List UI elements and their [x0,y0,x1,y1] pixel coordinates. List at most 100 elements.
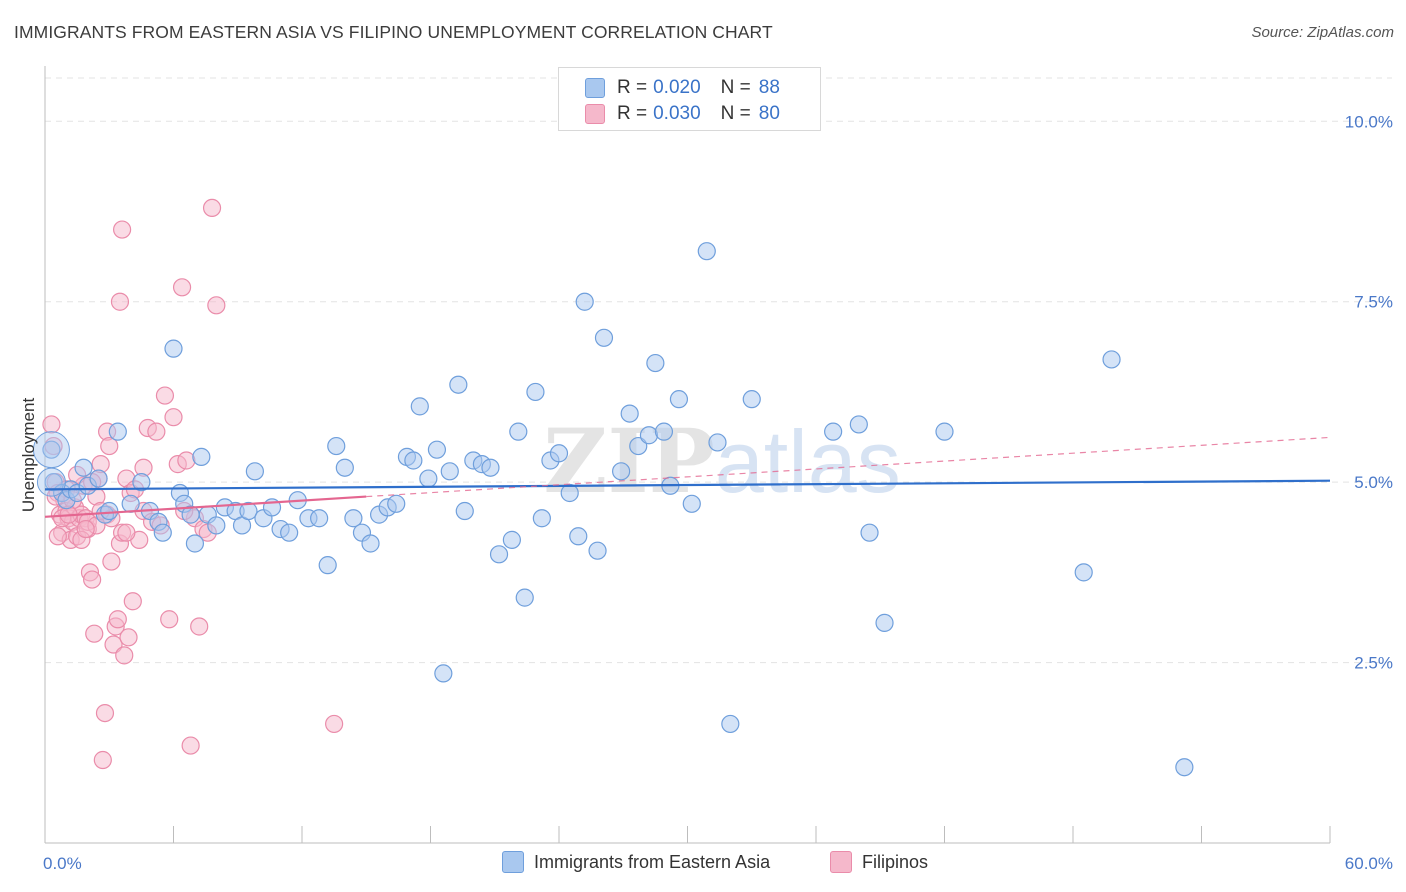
eastern-asia-point [440,462,459,481]
filipinos-point [160,610,179,629]
filipinos-point [207,296,226,315]
eastern-asia-point [239,501,258,521]
eastern-asia-point [121,494,140,513]
filipinos-point [108,610,127,629]
eastern-asia-point [509,422,528,441]
filipinos-trend-extension [366,436,1331,498]
legend-swatch-blue [585,78,605,98]
eastern-asia-point [620,404,639,423]
eastern-asia-point [42,440,61,459]
chart-title: IMMIGRANTS FROM EASTERN ASIA VS FILIPINO… [14,22,773,42]
eastern-asia-point [708,433,727,452]
eastern-asia-point [361,534,380,553]
y-tick-label: 5.0% [1354,473,1393,492]
y-tick-label: 10.0% [1345,112,1393,131]
legend-swatch-pink [585,104,605,124]
eastern-asia-point [108,422,127,441]
eastern-asia-point [327,436,346,456]
legend-row-eastern-asia: R = 0.020 N = 88 [585,76,780,100]
eastern-asia-point [1175,758,1194,777]
legend-n-value: 80 [758,103,780,124]
eastern-asia-point [245,462,264,481]
eastern-asia-point [410,397,429,416]
eastern-asia-point [526,382,545,402]
legend-row-filipinos: R = 0.030 N = 80 [585,102,780,126]
eastern-asia-point [1074,563,1093,582]
eastern-asia-point [89,469,108,488]
filipinos-point [202,198,222,218]
eastern-asia-point [132,473,151,492]
eastern-asia-point [654,422,674,441]
grid [45,77,1392,664]
legend-r-label: R = [617,103,648,124]
filipinos-point [102,552,121,571]
eastern-asia-point [515,588,534,607]
filipinos-point [181,736,200,755]
filipinos-point [119,628,138,647]
bottom-legend-filipinos[interactable]: Filipinos [830,851,928,873]
bottom-legend-label: Filipinos [862,851,929,872]
eastern-asia-point [74,458,93,477]
eastern-asia-point [742,390,761,409]
filipinos-point [83,570,102,589]
bottom-legend-label: Immigrants from Eastern Asia [534,851,771,872]
eastern-asia-point [192,447,211,466]
legend-n-value: 88 [758,77,780,98]
y-tick-label: 2.5% [1354,654,1393,673]
eastern-asia-cluster [32,431,70,469]
eastern-asia-point [682,494,701,513]
eastern-asia-point [164,339,183,358]
stats-legend: R = 0.020 N = 88 R = 0.030 N = 80 [558,67,821,131]
eastern-asia-point [849,415,868,434]
filipinos-point [177,451,196,470]
bottom-legend-eastern-asia[interactable]: Immigrants from Eastern Asia [502,851,770,873]
eastern-asia-point [860,523,879,542]
filipinos-point [147,422,166,441]
filipinos-point [190,617,209,636]
eastern-asia-point [875,613,894,632]
legend-r-value: 0.020 [653,77,701,98]
filipinos-point [112,220,132,239]
eastern-asia-point [532,509,551,528]
x-tick-label-min: 0.0% [43,854,82,873]
eastern-asia-point [344,509,363,528]
filipinos-point [172,278,192,297]
eastern-asia-point [575,292,594,311]
filipinos-trend-line [44,495,367,518]
eastern-asia-point [419,469,438,488]
eastern-asia-point [935,422,954,441]
legend-r-value: 0.030 [653,103,701,124]
bottom-legend-swatch-blue [502,851,524,873]
y-tick-label: 7.5% [1354,293,1393,312]
eastern-asia-point [612,462,631,481]
eastern-asia-point [185,534,205,553]
eastern-asia-point [646,353,665,373]
filipinos-point [325,714,344,734]
filipinos-point [117,523,136,542]
eastern-asia-point [549,444,569,463]
eastern-asia-point [481,458,500,477]
eastern-asia-point [434,664,453,683]
legend-r-label: R = [617,77,648,98]
eastern-asia-point [153,523,172,542]
eastern-asia-point [427,440,447,459]
filipinos-point [115,646,134,665]
x-tick-label-max: 60.0% [1345,854,1393,873]
eastern-asia-point [588,541,607,560]
eastern-asia-point [569,527,588,546]
filipinos-point [76,519,95,539]
eastern-asia-point [629,436,648,456]
eastern-asia-point [455,501,474,521]
eastern-asia-point [207,516,226,535]
eastern-asia-point [721,714,740,734]
filipinos-point [93,750,112,770]
eastern-asia-point [594,328,614,347]
filipinos-point [155,386,175,405]
eastern-asia-series [32,242,1194,777]
legend-n-label: N = [720,77,751,98]
eastern-asia-point [404,451,423,470]
eastern-asia-trend-line [44,479,1331,491]
eastern-asia-point [502,530,521,549]
eastern-asia-point [669,390,689,409]
